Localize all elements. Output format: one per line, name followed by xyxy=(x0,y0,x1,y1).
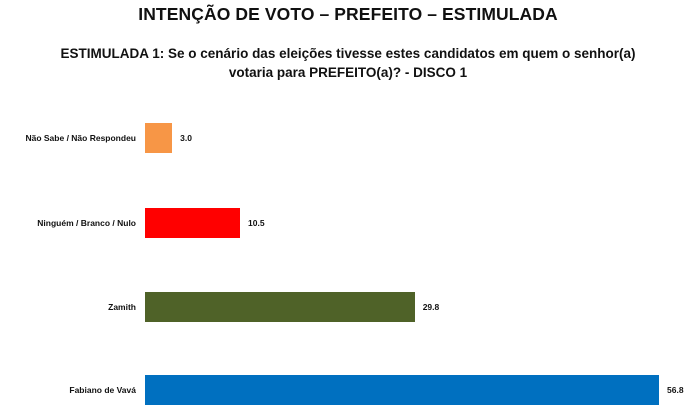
chart-title: INTENÇÃO DE VOTO – PREFEITO – ESTIMULADA xyxy=(138,4,558,24)
value-label: 56.8 xyxy=(667,385,684,395)
value-label: 3.0 xyxy=(180,133,192,143)
category-label: Ninguém / Branco / Nulo xyxy=(37,218,136,228)
bar xyxy=(145,208,241,238)
bar-row: Não Sabe / Não Respondeu 3.0 xyxy=(0,123,696,153)
bar xyxy=(145,375,660,405)
bar-row: Ninguém / Branco / Nulo 10.5 xyxy=(0,208,696,238)
category-label: Zamith xyxy=(108,302,136,312)
bar-row: Fabiano de Vavá 56.8 xyxy=(0,375,696,405)
category-label: Fabiano de Vavá xyxy=(69,385,136,395)
value-label: 29.8 xyxy=(422,302,440,312)
bar-row: Zamith 29.8 xyxy=(0,292,696,322)
chart-subtitle: ESTIMULADA 1: Se o cenário das eleições … xyxy=(60,46,636,80)
category-label: Não Sabe / Não Respondeu xyxy=(25,133,136,143)
bar xyxy=(145,123,173,153)
value-label: 10.5 xyxy=(248,218,265,228)
bar xyxy=(145,292,415,322)
